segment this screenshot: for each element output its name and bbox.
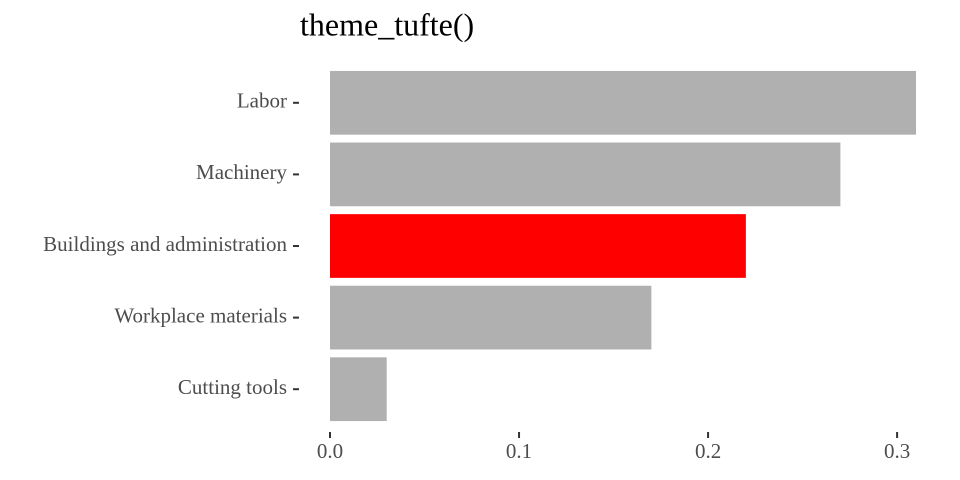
chart-title: theme_tufte(): [300, 6, 474, 42]
y-tick-label: Cutting tools: [178, 375, 287, 399]
bar: [330, 142, 841, 207]
y-tick-label: Buildings and administration: [43, 232, 287, 256]
y-tick-label: Labor: [237, 89, 287, 113]
bar: [330, 285, 652, 350]
y-tick-label: Machinery: [196, 160, 287, 184]
x-tick-label: 0.0: [317, 439, 343, 463]
x-tick-label: 0.2: [695, 439, 721, 463]
bar: [330, 357, 387, 422]
x-tick-label: 0.1: [506, 439, 532, 463]
x-tick-label: 0.3: [884, 439, 910, 463]
bar: [330, 214, 746, 278]
bar: [330, 70, 916, 135]
y-tick-label: Workplace materials: [114, 303, 287, 327]
